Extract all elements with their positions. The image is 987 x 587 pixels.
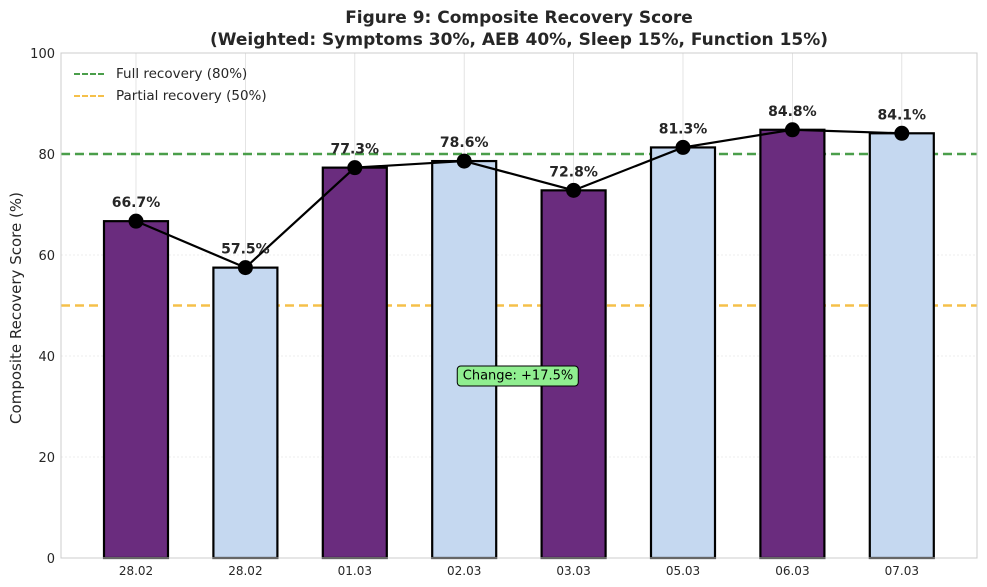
data-point xyxy=(237,260,253,276)
legend-swatch-full-recovery xyxy=(74,73,104,75)
bar xyxy=(431,159,498,560)
y-tick-label: 80 xyxy=(38,148,55,163)
legend: Full recovery (80%) Partial recovery (50… xyxy=(74,63,267,107)
data-point xyxy=(128,213,144,229)
data-point xyxy=(456,153,472,169)
legend-label-full-recovery: Full recovery (80%) xyxy=(116,66,248,82)
legend-swatch-partial-recovery xyxy=(74,95,104,97)
value-label: 84.1% xyxy=(878,107,927,123)
y-axis-label: Composite Recovery Score (%) xyxy=(7,192,25,424)
bar xyxy=(212,266,279,560)
data-point xyxy=(675,139,691,155)
y-tick-label: 20 xyxy=(38,451,55,466)
plot-frame xyxy=(60,52,978,559)
trend-line xyxy=(135,128,902,269)
bar xyxy=(759,128,826,560)
ticks-layer: 0 20 40 60 80 100 28.02 28.02 01.03 02.03 03.03 05.… xyxy=(30,47,978,578)
y-tick-label: 0 xyxy=(47,552,55,567)
bars-layer xyxy=(102,128,935,560)
x-tick-label: 28.02 xyxy=(228,564,262,578)
chart-title-line2: (Weighted: Symptoms 30%, AEB 40%, Sleep … xyxy=(209,30,829,50)
x-tick-label: 03.03 xyxy=(556,564,590,578)
value-labels-layer: 66.7% 57.5% 77.3% 78.6% 72.8% 81.3% 84.8% 84.1% xyxy=(112,104,926,258)
y-tick-label: 60 xyxy=(38,249,55,264)
legend-label-partial-recovery: Partial recovery (50%) xyxy=(116,88,267,104)
data-point xyxy=(894,125,910,141)
value-label: 72.8% xyxy=(549,164,598,180)
bar xyxy=(649,146,717,560)
bar xyxy=(868,132,935,560)
value-label: 66.7% xyxy=(112,195,161,211)
data-point xyxy=(347,160,363,176)
value-label: 81.3% xyxy=(659,121,708,137)
value-label: 84.8% xyxy=(768,104,817,120)
value-label: 57.5% xyxy=(221,242,270,258)
x-tick-label: 06.03 xyxy=(775,564,809,578)
legend-item-partial-recovery: Partial recovery (50%) xyxy=(74,85,267,107)
x-tick-label: 02.03 xyxy=(447,564,481,578)
x-tick-label: 07.03 xyxy=(885,564,919,578)
x-tick-label: 28.02 xyxy=(119,564,153,578)
data-point xyxy=(566,182,582,198)
change-annotation: Change: +17.5% xyxy=(456,365,580,387)
legend-item-full-recovery: Full recovery (80%) xyxy=(74,63,267,85)
data-point xyxy=(784,122,800,138)
y-tick-label: 40 xyxy=(38,350,55,365)
x-tick-label: 05.03 xyxy=(666,564,700,578)
bar xyxy=(321,166,388,560)
line-overlay-layer xyxy=(128,122,910,276)
y-tick-label: 100 xyxy=(30,47,55,62)
chart-title-line1: Figure 9: Composite Recovery Score xyxy=(345,8,693,28)
x-tick-label: 01.03 xyxy=(338,564,372,578)
value-label: 78.6% xyxy=(440,135,489,151)
bar xyxy=(102,220,170,560)
value-label: 77.3% xyxy=(331,142,380,158)
